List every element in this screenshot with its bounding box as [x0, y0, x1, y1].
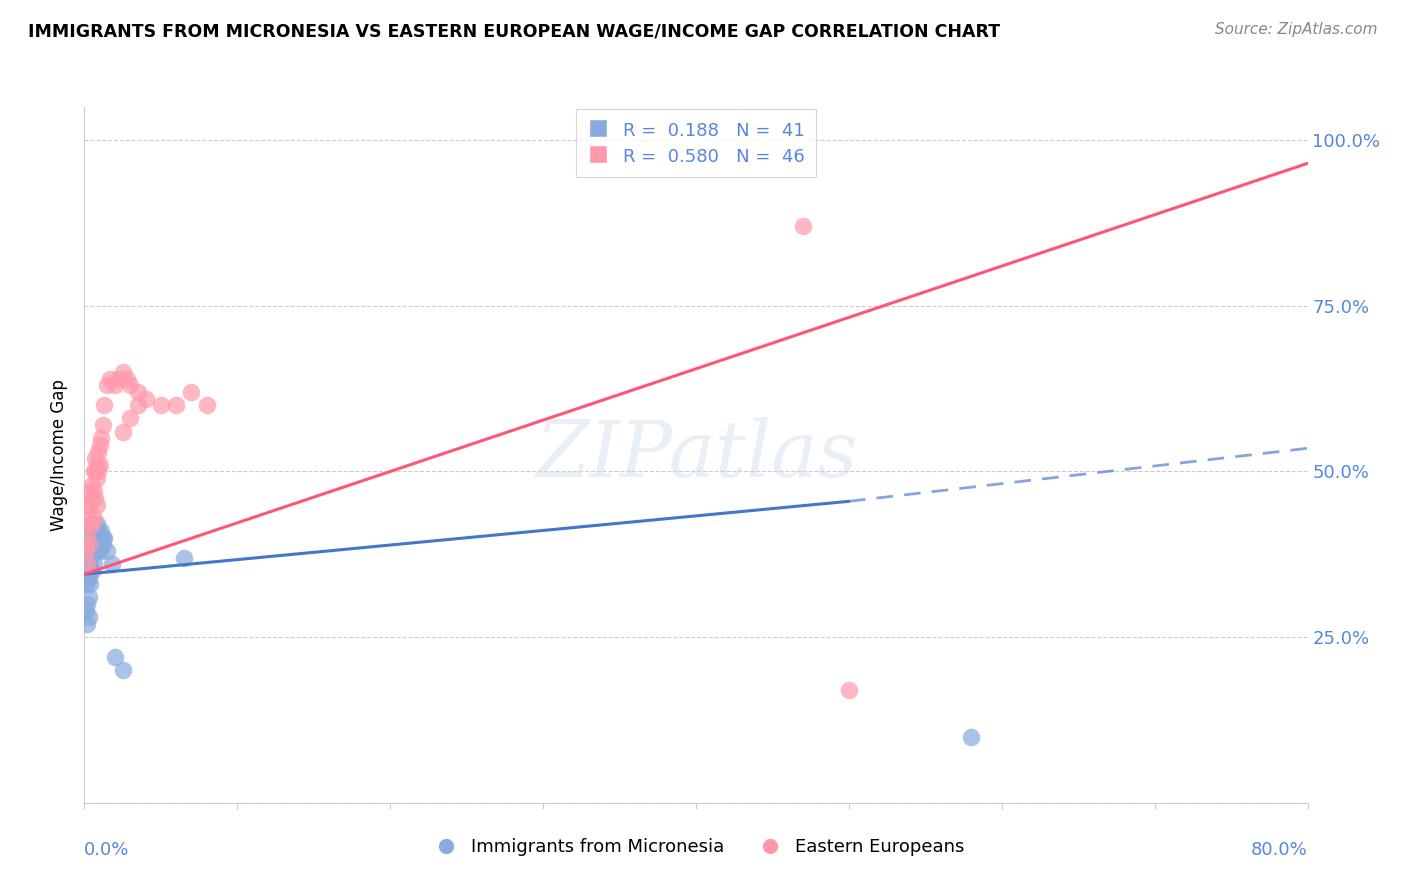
Point [77, 544, 100, 558]
Point [76, 616, 98, 631]
Point [75, 544, 97, 558]
Point [86, 544, 108, 558]
Point [89, 531, 111, 545]
Point [84, 544, 107, 558]
Point [83, 517, 105, 532]
Point [104, 650, 127, 665]
Point [101, 558, 124, 572]
Point [83, 544, 105, 558]
Point [96, 544, 118, 558]
Point [91, 531, 114, 545]
Point [180, 384, 202, 399]
Point [87, 465, 110, 479]
Point [195, 398, 218, 412]
Point [792, 219, 814, 234]
Point [77, 511, 100, 525]
Point [86, 517, 108, 532]
Point [84, 491, 107, 505]
Y-axis label: Wage/Income Gap: Wage/Income Gap [51, 379, 69, 531]
Point [173, 550, 195, 565]
Point [111, 425, 134, 439]
Point [76, 564, 98, 578]
Point [87, 444, 110, 458]
Point [87, 524, 110, 538]
Point [127, 398, 149, 412]
Point [90, 524, 112, 538]
Point [79, 517, 101, 532]
Point [79, 558, 101, 572]
Point [111, 365, 134, 379]
Point [115, 372, 138, 386]
Point [107, 372, 129, 386]
Point [84, 524, 107, 538]
Point [77, 558, 100, 572]
Point [91, 537, 114, 551]
Point [93, 398, 115, 412]
Point [86, 458, 108, 472]
Point [76, 558, 98, 572]
Point [80, 564, 103, 578]
Text: Source: ZipAtlas.com: Source: ZipAtlas.com [1215, 22, 1378, 37]
Point [89, 438, 111, 452]
Point [90, 431, 112, 445]
Point [79, 577, 101, 591]
Point [76, 531, 98, 545]
Point [86, 471, 108, 485]
Point [83, 484, 105, 499]
Point [80, 537, 103, 551]
Point [80, 477, 103, 491]
Text: 80.0%: 80.0% [1251, 841, 1308, 859]
Point [83, 531, 105, 545]
Point [75, 577, 97, 591]
Point [79, 498, 101, 512]
Point [98, 372, 121, 386]
Point [149, 398, 172, 412]
Point [77, 537, 100, 551]
Point [86, 531, 108, 545]
Point [838, 683, 860, 698]
Point [83, 511, 105, 525]
Text: 0.0%: 0.0% [84, 841, 129, 859]
Point [960, 730, 983, 744]
Point [79, 531, 101, 545]
Point [91, 418, 114, 433]
Point [111, 663, 134, 677]
Point [80, 524, 103, 538]
Legend: Immigrants from Micronesia, Eastern Europeans: Immigrants from Micronesia, Eastern Euro… [420, 831, 972, 863]
Text: ZIPatlas: ZIPatlas [534, 417, 858, 493]
Point [86, 498, 108, 512]
Point [165, 398, 187, 412]
Point [77, 570, 100, 584]
Point [83, 558, 105, 572]
Point [77, 610, 100, 624]
Point [89, 458, 111, 472]
Point [77, 591, 100, 605]
Point [89, 544, 111, 558]
Point [79, 544, 101, 558]
Point [120, 411, 142, 425]
Point [84, 465, 107, 479]
Point [77, 498, 100, 512]
Point [104, 378, 127, 392]
Point [83, 465, 105, 479]
Point [79, 484, 101, 499]
Text: IMMIGRANTS FROM MICRONESIA VS EASTERN EUROPEAN WAGE/INCOME GAP CORRELATION CHART: IMMIGRANTS FROM MICRONESIA VS EASTERN EU… [28, 22, 1000, 40]
Point [75, 604, 97, 618]
Point [87, 537, 110, 551]
Point [76, 597, 98, 611]
Point [93, 531, 115, 545]
Point [80, 491, 103, 505]
Point [84, 451, 107, 466]
Point [135, 392, 157, 406]
Point [80, 517, 103, 532]
Point [127, 384, 149, 399]
Point [120, 378, 142, 392]
Point [84, 531, 107, 545]
Point [96, 378, 118, 392]
